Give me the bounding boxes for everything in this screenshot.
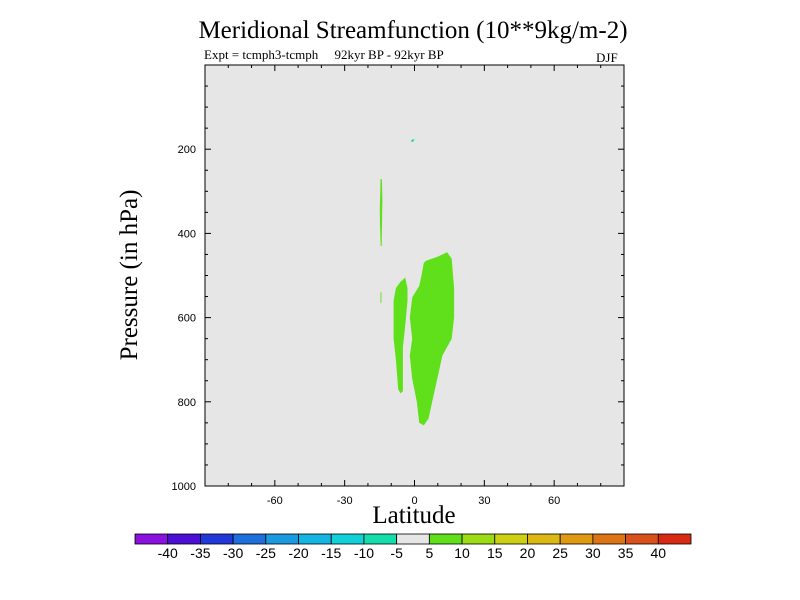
plot-area [205,65,624,486]
colorbar-swatch [527,533,561,545]
colorbar-label: 20 [520,545,536,561]
colorbar-label: -25 [256,545,276,561]
colorbar-label: 30 [585,545,601,561]
x-tick-label: 30 [478,495,490,507]
colorbar-swatch [428,533,463,545]
colorbar-swatch [330,533,365,545]
positive-sliver-upper [379,178,383,246]
positive-region-large [409,252,455,426]
x-tick-label: 0 [411,495,417,507]
colorbar-label: -35 [190,545,210,561]
colorbar-label: -15 [321,545,341,561]
colorbar-swatch [625,533,659,545]
colorbar-label: -30 [223,545,243,561]
colorbar-swatch [396,533,430,545]
colorbar-label: 25 [552,545,568,561]
colorbar-swatch [657,533,692,545]
x-axis-label: Latitude [372,502,456,529]
colorbar-swatch [592,533,626,545]
colorbar-label: 5 [425,545,433,561]
season-label: DJF [596,50,618,65]
colorbar-swatch [200,533,234,545]
colorbar-label: -20 [288,545,308,561]
colorbar-swatch [461,533,496,545]
x-tick-label: 60 [548,495,560,507]
colorbar-swatch [134,533,169,545]
colorbar-label: -5 [390,545,403,561]
colorbar-label: -40 [158,545,178,561]
colorbar-label: 15 [487,545,503,561]
colorbar-label: -10 [354,545,374,561]
colorbar-swatch [167,533,201,545]
speck-top [411,139,415,142]
colorbar-swatch [494,533,528,545]
y-tick-label: 800 [178,397,196,409]
chart-subtitle: Expt = tcmph3-tcmph 92kyr BP - 92kyr BP [204,47,444,62]
colorbar-label: 10 [454,545,470,561]
y-tick-label: 200 [178,144,196,156]
colorbar-label: 40 [651,545,667,561]
positive-speck-lower [380,292,382,303]
y-tick-label: 400 [178,228,196,240]
colorbar-swatch [363,533,398,545]
colorbar-swatch [232,533,267,545]
colorbar-label: 35 [618,545,634,561]
colorbar-swatch [265,533,299,545]
colorbar-swatch [559,533,594,545]
y-tick-label: 1000 [172,481,196,493]
x-tick-label: -30 [337,495,353,507]
y-tick-label: 600 [178,313,196,325]
x-tick-label: -60 [267,495,283,507]
chart-title: Meridional Streamfunction (10**9kg/m-2) [198,17,628,44]
colorbar-swatch [298,533,332,545]
positive-region-west [393,277,408,394]
